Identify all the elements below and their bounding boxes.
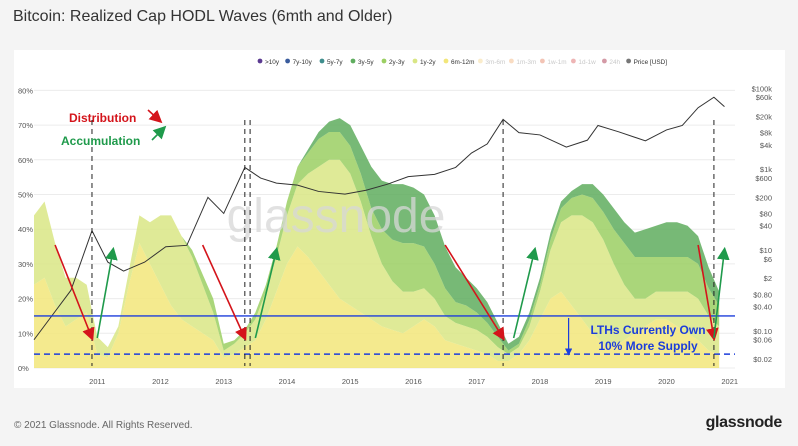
chart-panel: glassnode 0% 10% 20% 30% 40% 50% 60% 70% 80% $10… [14,50,785,388]
accumulation-arrow [512,246,539,339]
y2-tick-label: $6 [764,255,772,264]
hodl-waves-chart: glassnode 0% 10% 20% 30% 40% 50% 60% 70% 80% $10… [18,58,773,386]
x-tick-label: 2011 [89,377,105,386]
y2-tick-label: $0.10 [753,327,772,336]
y2-tick-label: $20k [756,113,773,122]
hodl-areas [34,118,720,368]
y2-tick-label: $60k [756,93,773,102]
lth-label-line1: LTHs Currently Own [590,323,705,337]
x-tick-label: 2020 [658,377,675,386]
y2-tick-label: $200 [755,193,772,202]
legend-item: >10y [265,59,280,66]
legend-item: 2y-3y [389,59,405,66]
lth-label-line2: 10% More Supply [598,339,698,353]
chart-title: Bitcoin: Realized Cap HODL Waves (6mth a… [13,8,393,25]
legend-item: 1y-2y [420,59,436,66]
legend-swatch [478,58,483,64]
x-tick-label: 2018 [532,377,549,386]
price-line [33,96,725,341]
footer-logo: glassnode [705,414,783,431]
y2-tick-label: $1k [760,165,772,174]
y-tick-label: 40% [18,225,33,234]
x-tick-label: 2015 [342,377,359,386]
legend-swatch [319,58,325,64]
y2-tick-label: $100k [752,84,773,93]
legend: >10y 7y-10y 5y-7y 3y-5y 2y-3y 1y-2y 6m-12m 3m-6… [257,58,668,66]
annotations-layer [34,109,735,366]
accumulation-label: Accumulation [61,134,140,148]
legend-item: 1w-1m [547,59,566,66]
area-1y-2y [34,159,720,362]
y-tick-label: 0% [18,364,29,373]
x-tick-label: 2012 [152,377,169,386]
y-tick-label: 80% [18,86,33,95]
y2-tick-label: $600 [755,174,772,183]
watermark: glassnode [227,190,446,243]
y2-tick-label: $0.02 [753,355,772,364]
distribution-label: Distribution [69,111,136,125]
distribution-arrow [54,244,95,341]
legend-item: 1d-1w [578,59,596,66]
distribution-arrow [201,244,247,341]
distribution-arrow [697,244,719,342]
y-tick-label: 20% [18,295,33,304]
x-tick-label: 2013 [215,377,232,386]
x-tick-label: 2019 [595,377,612,386]
y2-tick-label: $4k [760,141,772,150]
x-axis: 2011 2012 2013 2014 2015 2016 2017 2018 2019 2020… [89,377,738,386]
x-tick-label: 2016 [405,377,422,386]
legend-swatch [412,58,418,64]
x-tick-label: 2017 [468,377,485,386]
legend-swatch [257,58,263,64]
area-2y-3y [34,132,720,355]
y2-tick-label: $80 [759,209,772,218]
y2-tick-label: $0.80 [753,290,772,299]
accumulation-arrow [96,246,118,339]
legend-swatch [626,58,631,64]
y2-tick-label: $40 [759,222,772,231]
legend-swatch [285,58,290,64]
y-tick-label: 70% [18,121,33,130]
x-tick-label: 2014 [279,377,296,386]
legend-item: 6m-12m [451,59,474,66]
y-axis-left: 0% 10% 20% 30% 40% 50% 60% 70% 80% [18,86,33,373]
legend-swatch [571,58,576,64]
x-tick-label: 2021 [721,377,738,386]
y-tick-label: 60% [18,156,33,165]
legend-item: 5y-7y [327,59,343,66]
y-tick-label: 30% [18,260,33,269]
legend-item: 7y-10y [293,59,313,66]
footer-copyright: © 2021 Glassnode. All Rights Reserved. [14,420,193,431]
distribution-arrow [444,244,505,341]
y2-tick-label: $2 [764,274,772,283]
y-tick-label: 10% [18,329,33,338]
legend-swatch [443,58,449,64]
area-6m-12m [34,243,720,368]
accumulation-arrow [713,246,730,339]
y-axis-right: $100k$60k$20k$8k$4k$1k$600$200$80$40$10$… [752,84,773,364]
legend-item: 3m-6m [485,59,505,66]
legend-swatch [509,58,514,64]
legend-item: Price [USD] [634,59,668,66]
y2-tick-label: $0.06 [753,336,772,345]
accumulation-arrow [254,246,281,339]
distribution-legend-arrow [147,109,163,124]
accumulation-legend-arrow [151,125,167,141]
legend-swatch [381,58,387,64]
y2-tick-label: $0.40 [753,302,772,311]
legend-swatch [350,58,356,64]
legend-swatch [602,58,607,64]
y2-tick-label: $10 [759,246,772,255]
y2-tick-label: $8k [760,129,772,138]
legend-swatch [540,58,545,64]
legend-item: 1m-3m [516,59,536,66]
legend-item: 24h [609,59,620,66]
price-series [33,96,725,341]
legend-item: 3y-5y [358,59,374,66]
y-tick-label: 50% [18,191,33,200]
